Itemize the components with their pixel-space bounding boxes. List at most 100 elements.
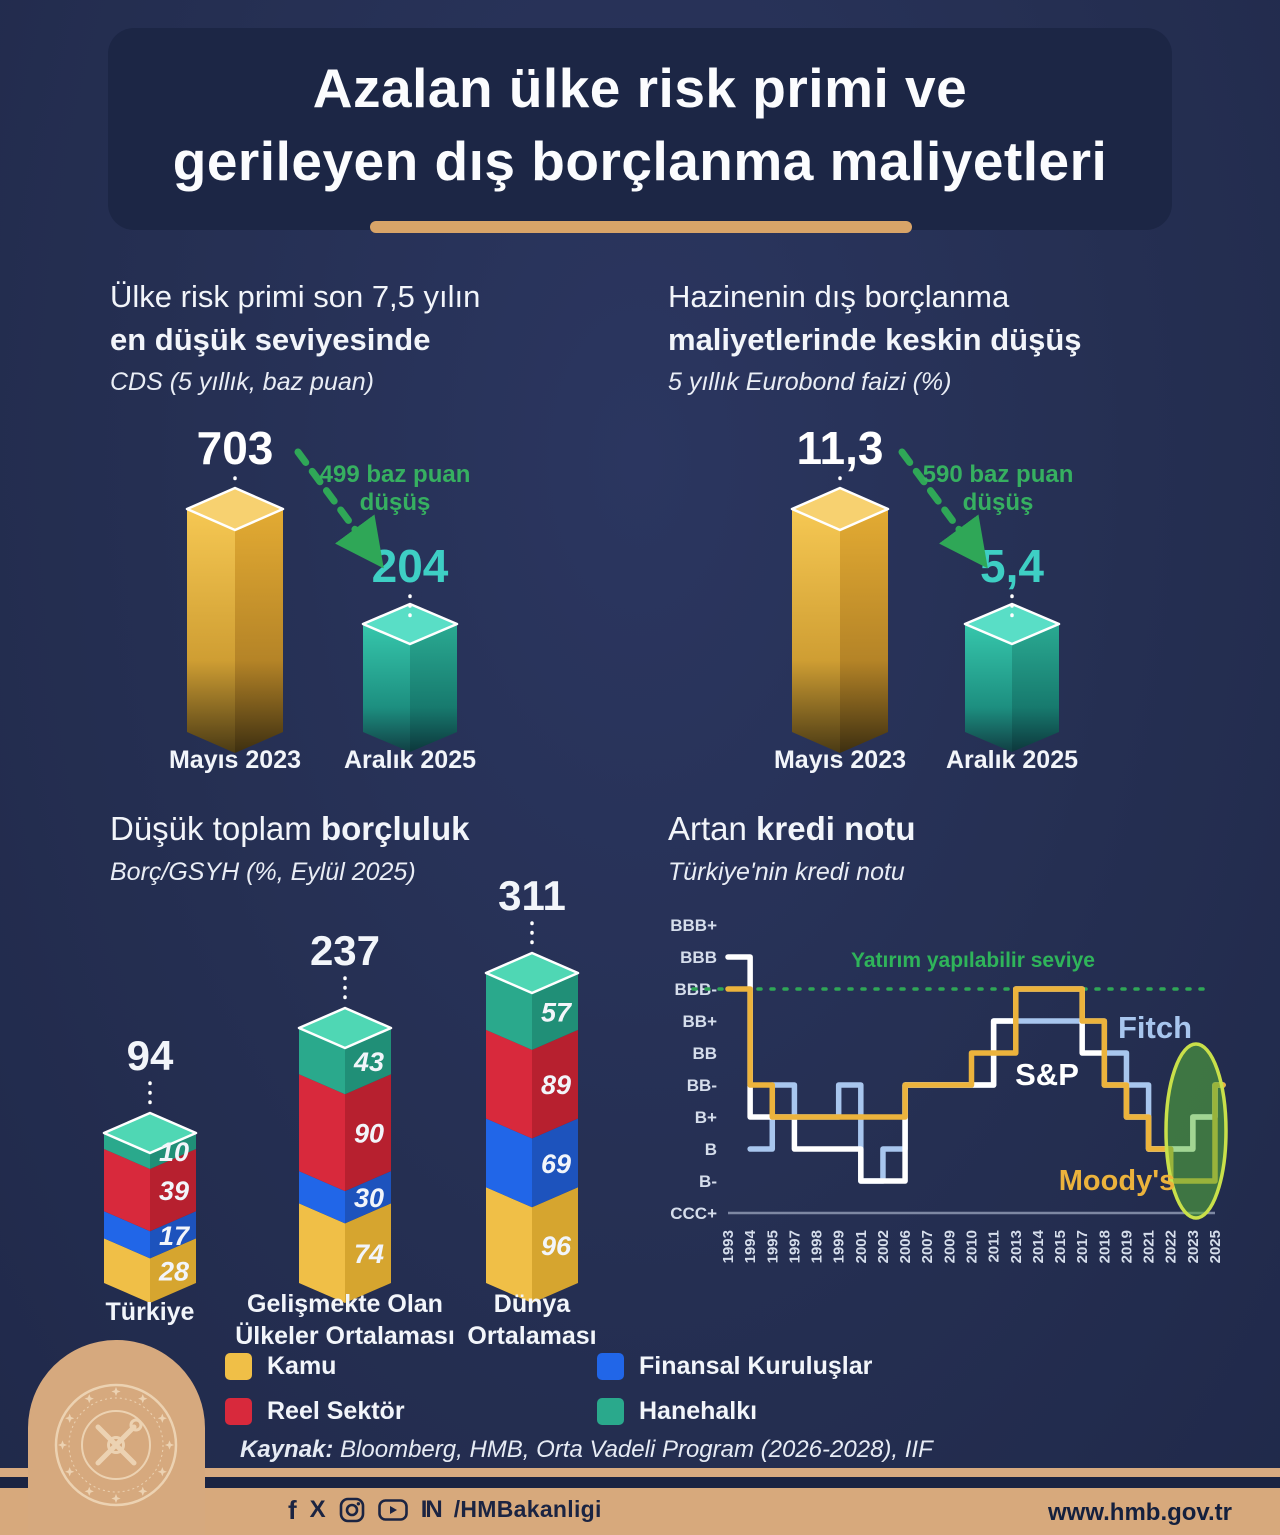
svg-text:Fitch: Fitch <box>1118 1010 1192 1045</box>
website-link[interactable]: www.hmb.gov.tr <box>1048 1499 1232 1526</box>
svg-text:11,3: 11,3 <box>797 422 884 474</box>
eurobond-heading: Hazinenin dış borçlanma maliyetlerinde k… <box>668 279 1082 357</box>
footer-bar <box>0 1488 1280 1535</box>
facebook-icon[interactable]: f <box>288 1494 297 1525</box>
svg-text:1997: 1997 <box>786 1230 803 1263</box>
svg-text:2017: 2017 <box>1074 1230 1091 1263</box>
svg-text:B+: B+ <box>695 1108 717 1127</box>
footer-stripe-tan <box>0 1468 1280 1477</box>
eurobond-subtitle: 5 yıllık Eurobond faizi (%) <box>668 368 952 396</box>
svg-text:Mayıs 2023: Mayıs 2023 <box>169 746 301 774</box>
source-text: Bloomberg, HMB, Orta Vadeli Program (202… <box>333 1436 933 1463</box>
source-line: Kaynak: Bloomberg, HMB, Orta Vadeli Prog… <box>240 1436 933 1464</box>
svg-text:74: 74 <box>354 1239 384 1269</box>
svg-text:2007: 2007 <box>919 1230 936 1263</box>
finansal-swatch <box>597 1353 624 1380</box>
svg-text:B: B <box>705 1140 717 1159</box>
svg-text:590 baz puan: 590 baz puan <box>923 461 1074 488</box>
svg-text:703: 703 <box>197 422 274 474</box>
svg-text:2009: 2009 <box>941 1230 958 1263</box>
svg-text:2014: 2014 <box>1030 1229 1047 1263</box>
title-underline <box>370 221 912 233</box>
debt-heading: Düşük toplam borçluluk <box>110 810 470 847</box>
svg-text:Gelişmekte Olan: Gelişmekte Olan <box>247 1290 443 1318</box>
svg-text:94: 94 <box>127 1032 174 1079</box>
page-title-line1: Azalan ülke risk primi ve <box>312 57 968 119</box>
page-title-line2: gerileyen dış borçlanma maliyetleri <box>172 129 1108 192</box>
legend-item-reel: Reel Sektör <box>225 1397 597 1426</box>
svg-text:89: 89 <box>541 1070 571 1100</box>
debt-legend: Kamu Finansal Kuruluşlar Reel Sektör Han… <box>225 1352 872 1426</box>
cds-heading: Ülke risk primi son 7,5 yılın en düşük s… <box>110 279 481 357</box>
svg-text:2023: 2023 <box>1185 1230 1202 1263</box>
title-panel <box>108 28 1172 230</box>
svg-text:204: 204 <box>372 540 449 592</box>
nsosyal-icon[interactable]: IN <box>420 1495 443 1523</box>
svg-text:BB+: BB+ <box>683 1012 718 1031</box>
svg-text:1995: 1995 <box>764 1230 781 1263</box>
svg-text:1993: 1993 <box>720 1230 737 1263</box>
svg-text:2018: 2018 <box>1096 1230 1113 1263</box>
instagram-icon[interactable] <box>339 1497 365 1523</box>
svg-text:Dünya: Dünya <box>494 1290 572 1318</box>
svg-text:2011: 2011 <box>986 1230 1003 1263</box>
svg-text:BBB: BBB <box>680 948 717 967</box>
legend-item-hanehalki: Hanehalkı <box>597 1397 872 1426</box>
svg-text:2013: 2013 <box>1008 1230 1025 1263</box>
svg-text:96: 96 <box>541 1231 572 1261</box>
rating-line-moodys <box>725 986 1226 1184</box>
rating-heading: Artan kredi notu <box>668 810 916 847</box>
svg-text:2025: 2025 <box>1207 1230 1224 1263</box>
legend-item-finansal: Finansal Kuruluşlar <box>597 1352 872 1381</box>
svg-text:2022: 2022 <box>1163 1230 1180 1263</box>
svg-text:BBB+: BBB+ <box>670 916 717 935</box>
svg-text:CCC+: CCC+ <box>670 1204 717 1223</box>
svg-text:2001: 2001 <box>853 1230 870 1263</box>
debt-subtitle: Borç/GSYH (%, Eylül 2025) <box>110 858 416 886</box>
svg-text:Ortalaması: Ortalaması <box>467 1322 596 1350</box>
svg-text:B-: B- <box>699 1172 717 1191</box>
svg-text:BB-: BB- <box>687 1076 717 1095</box>
svg-text:Ülkeler Ortalaması: Ülkeler Ortalaması <box>235 1321 455 1350</box>
debt-chart: 28 17 39 10 94 Türkiye 74 30 90 43 237 Gelişmekte O… <box>80 872 660 1412</box>
svg-text:düşüş: düşüş <box>963 489 1034 516</box>
svg-text:2019: 2019 <box>1118 1230 1135 1263</box>
svg-text:39: 39 <box>159 1176 189 1206</box>
rating-subtitle: Türkiye'nin kredi notu <box>668 858 905 886</box>
svg-text:5,4: 5,4 <box>980 540 1044 592</box>
svg-text:57: 57 <box>541 997 573 1027</box>
svg-text:311: 311 <box>498 872 566 919</box>
social-links: f X IN /HMBakanligi <box>288 1496 602 1523</box>
svg-text:Aralık 2025: Aralık 2025 <box>344 746 476 774</box>
svg-text:10: 10 <box>159 1137 189 1167</box>
social-handle[interactable]: /HMBakanligi <box>453 1496 602 1522</box>
svg-text:1994: 1994 <box>742 1229 759 1263</box>
svg-text:düşüş: düşüş <box>360 489 431 516</box>
hanehalki-swatch <box>597 1398 624 1425</box>
cds-chart: 703 204 Mayıs 2023 Aralık 2025 499 baz puan d… <box>80 412 640 792</box>
eurobond-chart: 11,3 5,4 Mayıs 2023 Aralık 2025 590 baz puan… <box>640 412 1200 792</box>
kamu-swatch <box>225 1353 252 1380</box>
page-title: Azalan ülke risk primi ve gerileyen dış … <box>108 52 1172 197</box>
legend-item-kamu: Kamu <box>225 1352 597 1381</box>
svg-text:2010: 2010 <box>964 1230 981 1263</box>
reel-swatch <box>225 1398 252 1425</box>
svg-text:1999: 1999 <box>831 1230 848 1263</box>
rating-chart: BBB+ BBB BBB- BB+ BB BB- B+ B B- CCC+ Yatırım yapı… <box>655 885 1255 1355</box>
svg-text:17: 17 <box>159 1221 191 1251</box>
youtube-icon[interactable] <box>377 1498 408 1522</box>
svg-text:499 baz puan: 499 baz puan <box>320 461 471 488</box>
svg-text:Moody's: Moody's <box>1059 1165 1175 1197</box>
svg-text:Yatırım yapılabilir seviye: Yatırım yapılabilir seviye <box>851 949 1095 972</box>
svg-text:2002: 2002 <box>875 1230 892 1263</box>
rating-line-fitch <box>747 1018 1226 1184</box>
svg-text:BB: BB <box>692 1044 717 1063</box>
cds-subtitle: CDS (5 yıllık, baz puan) <box>110 368 374 396</box>
svg-text:1998: 1998 <box>809 1230 826 1263</box>
svg-text:S&P: S&P <box>1015 1057 1079 1092</box>
svg-text:Aralık 2025: Aralık 2025 <box>946 746 1078 774</box>
x-icon[interactable]: X <box>309 1495 326 1523</box>
svg-text:28: 28 <box>158 1257 189 1287</box>
footer-stripe-navy <box>0 1477 1280 1488</box>
ministry-emblem-icon <box>54 1383 178 1507</box>
